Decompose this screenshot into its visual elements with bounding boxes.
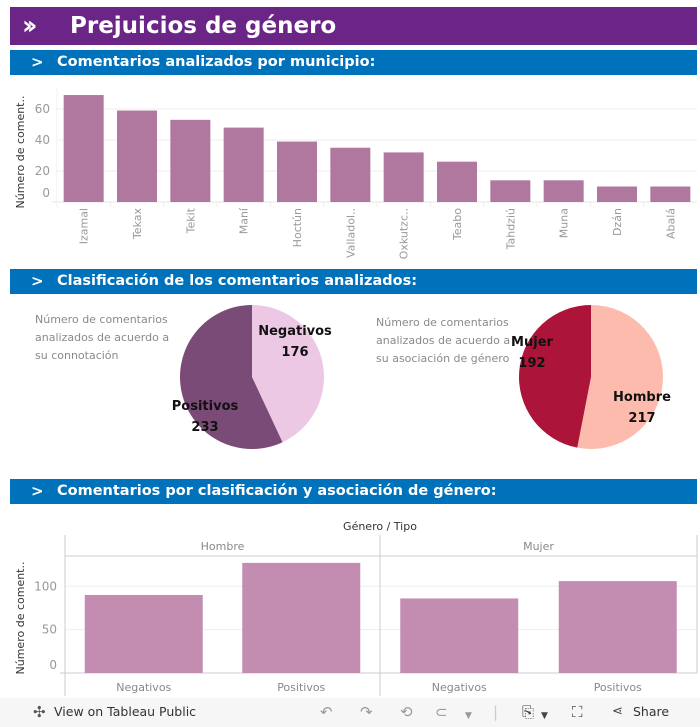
- bar-valladol: [330, 147, 371, 202]
- pie-label-hombre: Hombre: [613, 390, 671, 405]
- redo-icon[interactable]: ↷: [360, 703, 373, 721]
- y-axis-title: Número de coment..: [14, 96, 27, 209]
- share-icon[interactable]: ⋖: [612, 704, 623, 719]
- refresh-icon[interactable]: ⊂: [435, 703, 448, 721]
- bar-muna: [543, 180, 584, 202]
- x-tick-label: Izamal: [78, 208, 91, 244]
- pie-slice-mujer: [519, 305, 591, 448]
- double-chevron-right-icon: ››: [22, 11, 38, 41]
- bar-teabo: [437, 161, 477, 202]
- pie-value-mujer: 192: [518, 356, 545, 371]
- x-tick-label: Hoctún: [291, 208, 304, 247]
- bar-mujer-negativos: [400, 598, 519, 673]
- bar-abal: [650, 186, 691, 202]
- gender-description: Número de comentarios analizados de acue…: [376, 316, 511, 365]
- view-on-tableau-link[interactable]: View on Tableau Public: [54, 704, 197, 719]
- x-tick-label: Positivos: [594, 681, 642, 694]
- bar-man: [223, 127, 264, 202]
- y-tick-label: 100: [34, 579, 57, 593]
- chevron-right-icon: >: [31, 482, 44, 500]
- connotation-pie-chart: Negativos 176 Positivos 233: [172, 305, 332, 449]
- bar-tekit: [170, 119, 211, 202]
- chevron-right-icon: >: [31, 53, 44, 71]
- dashboard-title-bar: ›› Prejuicios de género: [10, 7, 697, 45]
- pie-value-positivos: 233: [191, 420, 218, 435]
- y-tick-label: 60: [35, 102, 50, 116]
- toolbar-divider: |: [493, 703, 499, 721]
- y-axis-title: Número de coment..: [14, 562, 27, 675]
- bar-dzn: [597, 186, 637, 202]
- section-label: Comentarios por clasificación y asociaci…: [57, 483, 497, 499]
- gender-pie-chart: Hombre 217 Mujer 192: [511, 305, 671, 449]
- x-tick-label: Tekax: [131, 208, 144, 241]
- section-label: Clasificación de los comentarios analiza…: [57, 273, 418, 289]
- download-dropdown-icon[interactable]: ▼: [541, 711, 548, 721]
- pie-slice-positivos: [180, 305, 283, 449]
- y-tick-label: 20: [35, 164, 50, 178]
- x-tick-label: Oxkutzc..: [398, 208, 411, 259]
- y-tick-label: 50: [42, 623, 57, 637]
- y-tick-label: 0: [42, 186, 50, 200]
- bar-tahdzi: [490, 180, 531, 202]
- tableau-toolbar: ✣ View on Tableau Public ↶ ↷ ⟲ ⊂ ▼ | ⎘ ▼…: [0, 698, 700, 727]
- bar-hombre-negativos: [84, 594, 203, 673]
- revert-icon[interactable]: ⟲: [400, 703, 413, 721]
- bar-tekax: [117, 110, 157, 202]
- download-icon[interactable]: ⎘: [522, 703, 535, 721]
- section-header-genero: > Comentarios por clasificación y asocia…: [10, 479, 697, 504]
- x-tick-label: Valladol..: [344, 208, 357, 258]
- section-label: Comentarios analizados por municipio:: [57, 54, 376, 70]
- x-tick-label: Negativos: [432, 681, 487, 694]
- tableau-logo-icon: ✣: [33, 703, 46, 721]
- connotation-description: Número de comentarios analizados de acue…: [35, 313, 170, 362]
- group-label-mujer: Mujer: [523, 540, 554, 553]
- pie-value-negativos: 176: [281, 345, 308, 360]
- group-label-hombre: Hombre: [201, 540, 245, 553]
- bar-hombre-positivos: [242, 562, 361, 673]
- chevron-right-icon: >: [31, 272, 44, 290]
- pie-label-mujer: Mujer: [511, 335, 553, 350]
- pie-slice-negativos: [252, 305, 324, 443]
- section-header-clasificacion: > Clasificación de los comentarios anali…: [10, 269, 697, 294]
- pie-label-negativos: Negativos: [258, 324, 332, 339]
- dropdown-arrow-icon[interactable]: ▼: [465, 711, 472, 721]
- x-tick-label: Tahdziú: [504, 208, 517, 250]
- municipio-bar-chart: Número de coment.. 0 20 40 60 Izamal Tekax Teki…: [14, 88, 697, 259]
- y-tick-label: 0: [49, 658, 57, 672]
- section-header-municipio: > Comentarios analizados por municipio:: [10, 50, 697, 75]
- bar-hoctn: [277, 141, 317, 202]
- x-tick-label: Positivos: [277, 681, 325, 694]
- pie-label-positivos: Positivos: [172, 399, 239, 414]
- x-tick-label: Dzán: [611, 208, 624, 236]
- x-tick-label: Teabo: [451, 208, 464, 241]
- y-tick-label: 40: [35, 133, 50, 147]
- undo-icon[interactable]: ↶: [320, 703, 333, 721]
- x-tick-label: Muna: [558, 208, 571, 238]
- x-tick-label: Abalá: [664, 208, 677, 239]
- bar-izamal: [63, 95, 104, 202]
- page-title: Prejuicios de género: [70, 13, 337, 39]
- bar-mujer-positivos: [558, 581, 677, 673]
- pie-value-hombre: 217: [628, 411, 655, 426]
- bar-oxkutzc: [383, 152, 424, 202]
- gender-type-bar-chart: Número de coment.. Género / Tipo 0 50 100 Hom…: [14, 520, 698, 696]
- chart-header: Género / Tipo: [343, 520, 417, 533]
- x-tick-label: Maní: [238, 207, 251, 234]
- share-button[interactable]: Share: [633, 704, 670, 719]
- x-tick-label: Tekit: [184, 207, 197, 234]
- pie-slice-hombre: [577, 305, 663, 449]
- x-tick-label: Negativos: [116, 681, 171, 694]
- fullscreen-icon[interactable]: ⛶: [572, 703, 583, 721]
